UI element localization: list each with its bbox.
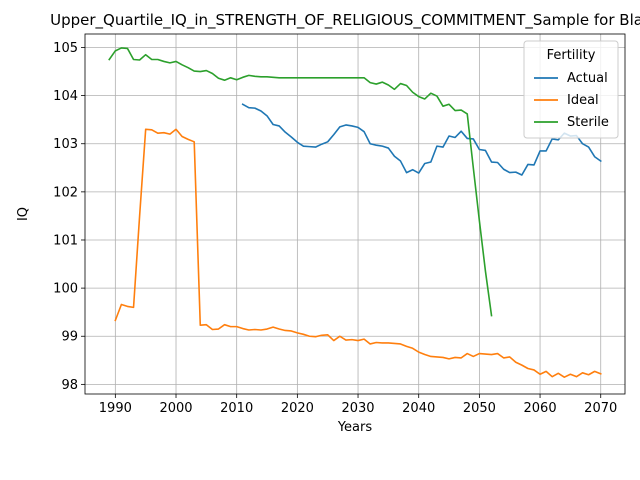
y-tick-label: 102: [53, 185, 78, 200]
legend-title: Fertility: [547, 48, 596, 63]
x-tick-label: 2010: [220, 401, 253, 416]
series-line-sterile: [109, 48, 491, 316]
y-axis-ticks: 98 99 100 101 102 103 104 105: [53, 41, 85, 393]
x-tick-label: 1990: [99, 401, 132, 416]
y-tick-label: 99: [61, 330, 78, 345]
y-tick-label: 100: [53, 282, 78, 297]
x-axis-label: Years: [337, 420, 373, 435]
legend-label-actual: Actual: [567, 71, 608, 86]
chart-title: Upper_Quartile_IQ_in_STRENGTH_OF_RELIGIO…: [50, 11, 640, 30]
y-tick-label: 104: [53, 89, 78, 104]
x-tick-label: 2050: [463, 401, 496, 416]
legend-label-sterile: Sterile: [567, 115, 609, 130]
x-tick-label: 2000: [159, 401, 192, 416]
x-tick-label: 2040: [402, 401, 435, 416]
y-tick-label: 103: [53, 137, 78, 152]
y-axis-label: IQ: [16, 207, 31, 221]
y-tick-label: 101: [53, 233, 78, 248]
x-axis-ticks: 1990 2000 2010 2020 2030 2040 2050 2060 2070: [99, 394, 617, 416]
x-tick-label: 2020: [281, 401, 314, 416]
legend: Fertility Actual Ideal Sterile: [524, 41, 618, 138]
y-tick-label: 98: [61, 378, 78, 393]
x-tick-label: 2060: [524, 401, 557, 416]
x-tick-label: 2070: [584, 401, 617, 416]
x-tick-label: 2030: [341, 401, 374, 416]
legend-label-ideal: Ideal: [567, 93, 599, 108]
y-tick-label: 105: [53, 41, 78, 56]
